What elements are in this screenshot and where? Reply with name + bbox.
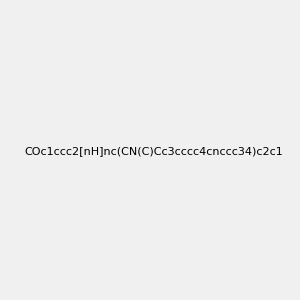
Text: COc1ccc2[nH]nc(CN(C)Cc3cccc4cnccc34)c2c1: COc1ccc2[nH]nc(CN(C)Cc3cccc4cnccc34)c2c1 bbox=[24, 146, 283, 157]
